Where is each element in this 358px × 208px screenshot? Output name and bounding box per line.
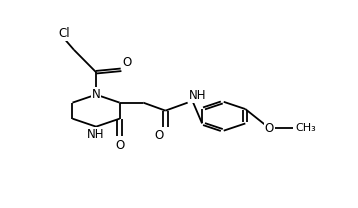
Text: Cl: Cl (59, 27, 70, 40)
Text: O: O (265, 122, 274, 135)
Text: NH: NH (87, 128, 105, 141)
Text: O: O (115, 139, 124, 152)
Text: NH: NH (188, 89, 206, 102)
Text: CH₃: CH₃ (295, 123, 316, 133)
Text: N: N (92, 88, 101, 101)
Text: O: O (155, 129, 164, 142)
Text: O: O (122, 56, 132, 69)
